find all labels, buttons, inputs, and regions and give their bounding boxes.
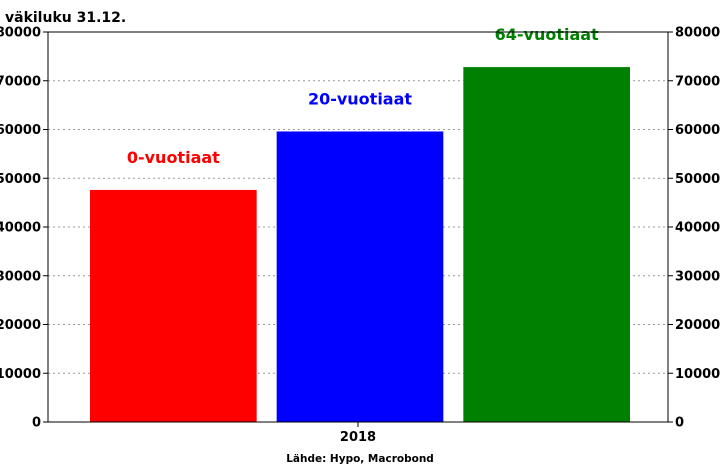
source-note: Lähde: Hypo, Macrobond — [286, 453, 434, 465]
y-axis-right: 0 10000 20000 30000 40000 50000 60000 70000 8000… — [668, 26, 720, 431]
y-tick-label-left: 70000 — [0, 74, 41, 89]
bar-0-vuotiaat — [90, 189, 257, 422]
x-category-label: 2018 — [340, 430, 376, 445]
y-tick-label-right: 40000 — [675, 221, 720, 236]
bar-64-vuotiaat — [463, 67, 630, 422]
y-tick-label-left: 50000 — [0, 172, 41, 187]
y-tick-label-left: 0 — [32, 416, 41, 431]
series-label: 0-vuotiaat — [127, 148, 220, 167]
y-tick-label-right: 70000 — [675, 74, 720, 89]
y-tick-label-left: 80000 — [0, 26, 41, 41]
chart-title: väkiluku 31.12. — [5, 10, 126, 26]
y-tick-label-right: 60000 — [675, 123, 720, 138]
y-tick-label-right: 10000 — [675, 367, 720, 382]
y-tick-label-left: 40000 — [0, 221, 41, 236]
y-tick-label-left: 30000 — [0, 269, 41, 284]
y-tick-label-left: 10000 — [0, 367, 41, 382]
bar-20-vuotiaat — [276, 131, 444, 422]
series-label: 64-vuotiaat — [495, 25, 599, 44]
series-label: 20-vuotiaat — [308, 89, 412, 108]
x-axis: 2018 — [340, 422, 376, 445]
y-tick-label-right: 20000 — [675, 318, 720, 333]
y-tick-label-right: 30000 — [675, 269, 720, 284]
y-tick-label-left: 20000 — [0, 318, 41, 333]
y-tick-label-right: 80000 — [675, 26, 720, 41]
y-tick-label-left: 60000 — [0, 123, 41, 138]
y-axis-left: 0 10000 20000 30000 40000 50000 60000 70000 8000… — [0, 26, 48, 431]
y-tick-label-right: 0 — [675, 416, 684, 431]
y-tick-label-right: 50000 — [675, 172, 720, 187]
bar-labels: 0-vuotiaat 20-vuotiaat 64-vuotiaat — [127, 25, 599, 167]
bars — [90, 67, 630, 422]
